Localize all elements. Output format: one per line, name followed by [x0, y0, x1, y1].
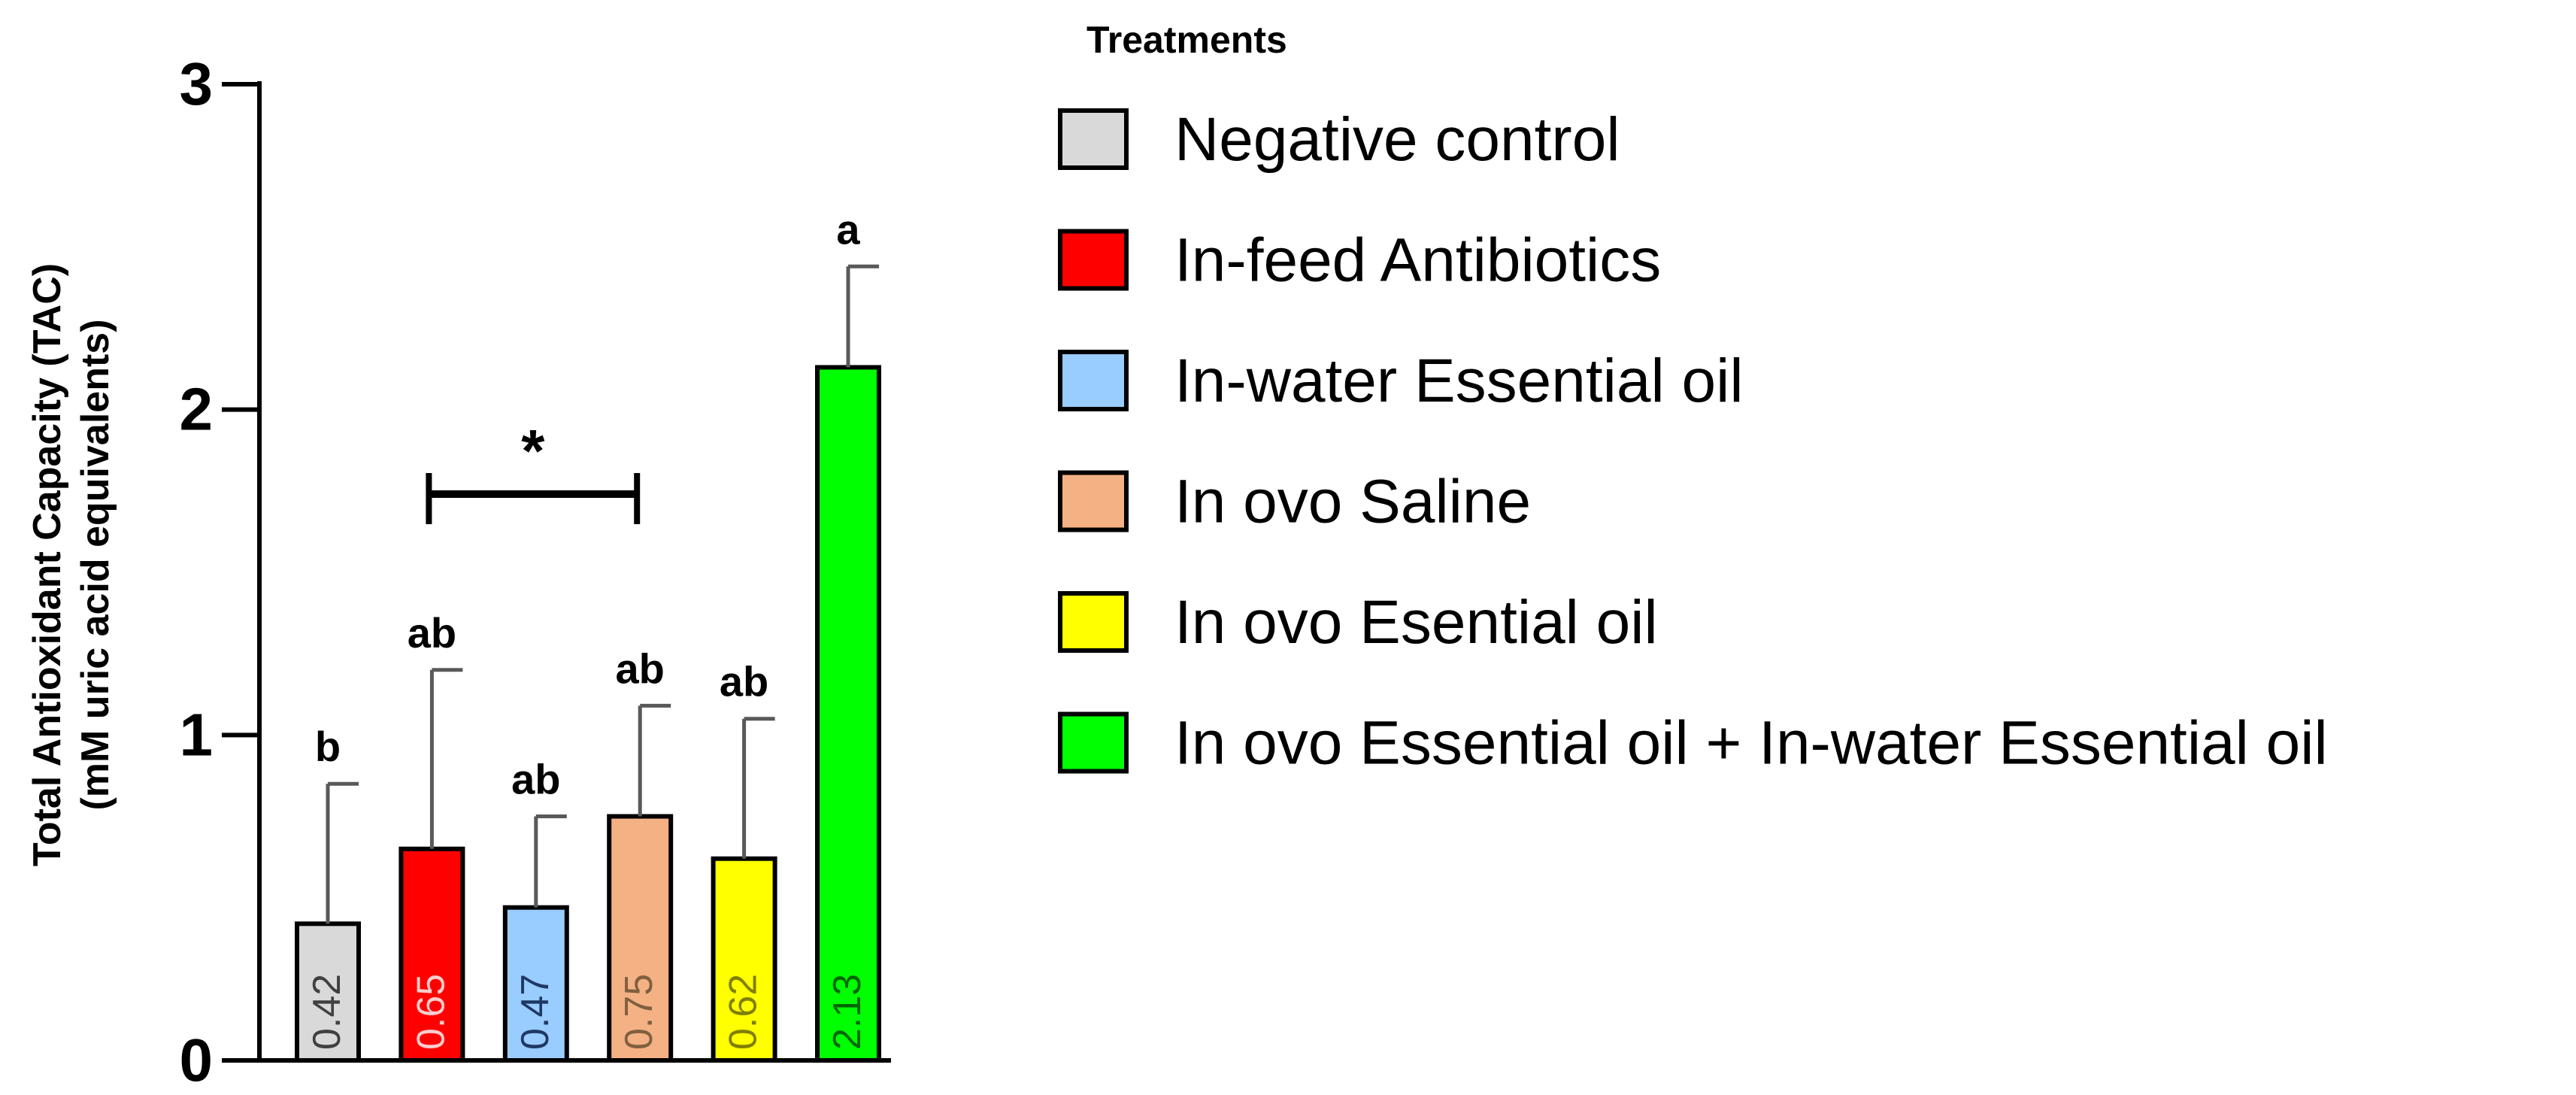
y-axis-label: (mM uric acid equivalents)	[74, 319, 117, 810]
plot-area: 0 1 2 3 Total Antioxidant Capacity (TAC) (mM …	[26, 50, 891, 1093]
legend-entry: In-feed Antibiotics	[1174, 226, 1661, 295]
legend-entry: Negative control	[1174, 105, 1620, 174]
legend-swatch	[1058, 470, 1129, 532]
bar-value-label: 0.65	[409, 974, 453, 1050]
significance-letter: ab	[511, 756, 560, 803]
legend-entry: In ovo Saline	[1174, 468, 1531, 536]
y-tick-label: 2	[180, 376, 214, 443]
legend-title: Treatments	[1086, 19, 1287, 61]
significance-letter: b	[315, 723, 341, 770]
legend-swatch	[1058, 108, 1129, 170]
legend-entry: In ovo Essential oil + In-water Essentia…	[1174, 709, 2328, 778]
bar	[399, 846, 465, 1063]
y-tick-label: 0	[180, 1027, 214, 1093]
significance-star: *	[521, 417, 545, 484]
legend: Treatments Negative control In-feed Antibi…	[1058, 19, 2328, 778]
legend-swatch	[1058, 711, 1129, 774]
y-axis-label: Total Antioxidant Capacity (TAC)	[26, 263, 69, 866]
bar-value-label: 0.47	[514, 974, 557, 1050]
y-tick-label: 3	[180, 50, 214, 117]
legend-swatch	[1058, 591, 1129, 653]
significance-letter: ab	[720, 658, 768, 705]
bar	[815, 365, 881, 1063]
legend-entry: In-water Essential oil	[1174, 347, 1744, 415]
significance-letter: ab	[616, 645, 665, 692]
significance-letter: ab	[408, 609, 456, 657]
legend-swatch	[1058, 350, 1129, 411]
significance-letter: a	[836, 205, 860, 253]
y-tick-label: 1	[180, 701, 214, 768]
legend-swatch	[1058, 229, 1129, 291]
bar-value-label: 0.42	[305, 974, 349, 1050]
legend-entry: In ovo Esential oil	[1174, 588, 1658, 657]
bar	[502, 905, 569, 1063]
bar-value-label: 2.13	[826, 974, 869, 1050]
bar-value-label: 0.62	[722, 974, 765, 1050]
bar-value-label: 0.75	[617, 974, 661, 1050]
bar	[711, 856, 777, 1063]
